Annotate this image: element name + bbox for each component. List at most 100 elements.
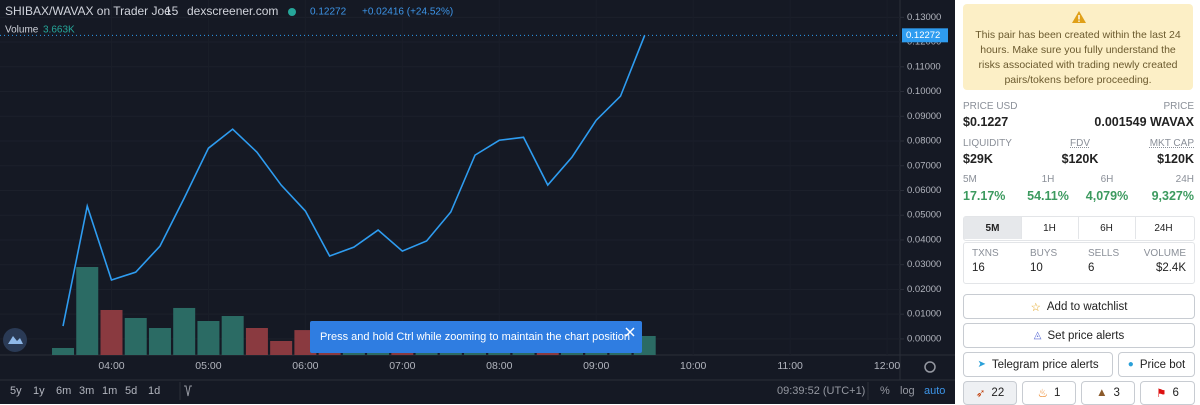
range-button[interactable]: 6m <box>56 385 71 397</box>
y-tick-label: 0.00000 <box>907 333 941 344</box>
y-tick-label: 0.11000 <box>907 61 941 72</box>
reaction-button[interactable]: ♨ 1 <box>1022 381 1076 405</box>
bot-icon: ● <box>1127 359 1134 370</box>
range-button[interactable]: 5y <box>10 385 22 397</box>
logo-icon <box>8 336 23 344</box>
y-tick-label: 0.06000 <box>907 185 941 196</box>
y-tick-label: 0.04000 <box>907 234 941 245</box>
price-label: PRICE <box>1163 101 1194 112</box>
reaction-count: 3 <box>1113 387 1120 399</box>
change-label: 5M <box>963 174 977 185</box>
pair-title: SHIBAX/WAVAX on Trader Joe <box>5 4 171 18</box>
price-line <box>62 35 646 327</box>
txns-label: BUYS <box>1030 248 1058 259</box>
volume-bar <box>367 351 390 355</box>
header-change: +0.02416 (+24.52%) <box>362 7 453 18</box>
bot-button[interactable]: ● Price bot <box>1118 352 1195 377</box>
watchlist-button[interactable]: ☆ Add to watchlist <box>963 294 1195 319</box>
mkt-cap-label: MKT CAP <box>1149 138 1194 149</box>
change-label: 24H <box>1175 174 1194 185</box>
tab[interactable]: 1H <box>1021 217 1079 239</box>
interval: 15 <box>165 4 179 18</box>
x-tick-label: 06:00 <box>292 360 318 372</box>
volume-bar <box>124 317 147 355</box>
change-value: 17.17% <box>963 189 1006 203</box>
change-label: 1H <box>1041 174 1055 185</box>
change-value: 4,079% <box>1085 189 1129 203</box>
y-tick-label: 0.02000 <box>907 284 941 295</box>
last-price-box <box>902 28 948 43</box>
volume-bar <box>197 320 220 355</box>
liquidity-label: LIQUIDITY <box>963 138 1012 149</box>
tab-bar <box>963 216 1195 241</box>
volume-bar <box>391 352 414 355</box>
tab[interactable]: 6H <box>1078 217 1136 239</box>
telegram-icon: ➤ <box>977 359 986 370</box>
volume-bar <box>52 347 75 355</box>
toast: Press and hold Ctrl while zooming to mai… <box>310 321 642 353</box>
volume-bar <box>464 351 487 355</box>
range-button[interactable]: 1y <box>33 385 45 397</box>
telegram-button[interactable]: ➤ Telegram price alerts <box>963 352 1113 377</box>
alerts-button[interactable]: ◬ Set price alerts <box>963 323 1195 348</box>
reaction-count: 22 <box>991 387 1005 399</box>
txns-label: TXNS <box>972 248 999 259</box>
y-tick-label: 0.09000 <box>907 111 941 122</box>
change-label: 6H <box>1100 174 1114 185</box>
y-tick-label: 0.01000 <box>907 309 941 320</box>
range-button[interactable]: 1m <box>102 385 117 397</box>
reaction-button[interactable]: ▲ 3 <box>1081 381 1135 405</box>
y-tick-label: 0.08000 <box>907 136 941 147</box>
tab[interactable]: 24H <box>1154 222 1173 234</box>
mkt-cap-value: $120K <box>1157 152 1194 166</box>
volume-value: 3.663K <box>43 25 75 36</box>
calendar-icon[interactable] <box>184 385 192 397</box>
x-tick-label: 08:00 <box>486 360 512 372</box>
volume-title: Volume <box>5 25 39 36</box>
flag-icon: ⚑ <box>1156 388 1167 400</box>
txns-value: $2.4K <box>1155 262 1186 274</box>
range-button[interactable]: 3m <box>79 385 94 397</box>
scale-option[interactable]: auto <box>924 385 945 397</box>
txns-value: 16 <box>972 262 985 274</box>
volume-bar <box>173 307 196 355</box>
liquidity-value: $29K <box>963 152 993 166</box>
range-button[interactable]: 1d <box>148 385 160 397</box>
volume-bar <box>221 316 244 355</box>
fdv-label: FDV <box>1070 138 1090 149</box>
reaction-button[interactable]: ⚑ 6 <box>1140 381 1195 405</box>
y-tick-label: 0.05000 <box>907 210 941 221</box>
source: dexscreener.com <box>187 4 278 18</box>
x-tick-label: 11:00 <box>777 360 803 372</box>
change-value: 9,327% <box>1151 189 1194 203</box>
tab[interactable]: 5M <box>964 217 1022 239</box>
button-label: Telegram price alerts <box>991 358 1099 371</box>
settings-icon[interactable] <box>924 361 936 373</box>
price-value: 0.001549 WAVAX <box>1094 115 1194 129</box>
x-tick-label: 07:00 <box>389 360 415 372</box>
txns-value: 10 <box>1030 262 1043 274</box>
button-label: Add to watchlist <box>1046 300 1128 313</box>
toast-text: Press and hold Ctrl while zooming to mai… <box>320 331 630 343</box>
txns-box <box>963 242 1195 284</box>
header-price: 0.12272 <box>310 7 347 18</box>
y-tick-label: 0.10000 <box>907 86 941 97</box>
reaction-button[interactable]: ➶ 22 <box>963 381 1017 405</box>
price-usd-value: $0.1227 <box>963 115 1009 129</box>
toast-close[interactable] <box>625 327 635 337</box>
chart: SHIBAX/WAVAX on Trader Joe 15 dexscreene… <box>0 0 955 404</box>
warning-text: This pair has been created within the la… <box>975 29 1181 86</box>
star-icon: ☆ <box>1030 301 1041 314</box>
volume-bar <box>76 267 99 355</box>
reaction-count: 6 <box>1172 387 1179 399</box>
txns-label: VOLUME <box>1143 248 1186 259</box>
bottom-bar: 09:39:52 (UTC+1) % log auto 5y 1y 6m 3m 1m 5d… <box>10 382 945 400</box>
scale-option[interactable]: % <box>880 385 890 397</box>
change-value: 54.11% <box>1027 189 1069 203</box>
last-price-label: 0.12272 <box>906 30 940 41</box>
range-button[interactable]: 5d <box>125 385 137 397</box>
scale-option[interactable]: log <box>900 385 915 397</box>
x-tick-label: 10:00 <box>680 360 706 372</box>
poop-icon: ▲ <box>1096 387 1108 399</box>
